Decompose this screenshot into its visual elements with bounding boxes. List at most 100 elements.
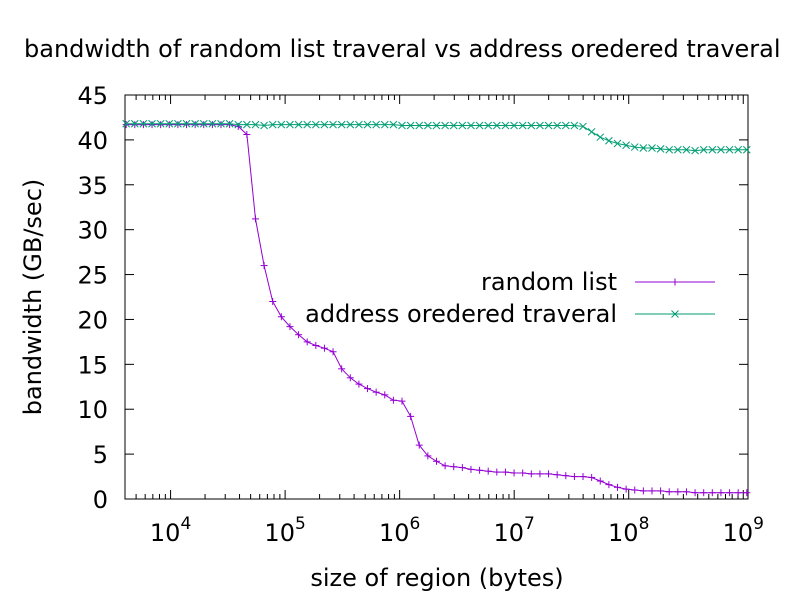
data-point <box>536 470 544 478</box>
legend-label: address oredered traveral <box>305 300 617 328</box>
x-tick-label: 105 <box>264 514 305 547</box>
data-point <box>389 396 397 404</box>
data-point <box>337 120 346 129</box>
data-point <box>165 119 174 128</box>
data-point <box>579 473 587 481</box>
data-point <box>476 466 484 474</box>
data-point <box>303 120 312 129</box>
y-tick-label: 20 <box>77 306 108 334</box>
data-point <box>200 121 208 129</box>
data-point <box>329 120 337 129</box>
data-point <box>148 121 156 129</box>
data-point <box>217 121 225 129</box>
x-tick-label: 109 <box>723 514 764 547</box>
data-point <box>346 120 355 129</box>
legend-marker <box>671 310 679 318</box>
data-point <box>691 489 699 497</box>
data-point <box>545 470 553 478</box>
series-layer <box>122 119 751 497</box>
data-point <box>467 121 475 130</box>
data-point <box>579 122 587 131</box>
x-axis-label: size of region (bytes) <box>310 564 563 592</box>
data-point <box>225 119 234 128</box>
y-tick-label: 45 <box>77 82 108 110</box>
data-point <box>381 391 389 399</box>
data-point <box>363 120 372 129</box>
data-point <box>588 473 596 481</box>
data-point <box>398 121 406 130</box>
data-point <box>415 441 423 449</box>
data-point <box>122 119 131 128</box>
data-point <box>268 120 277 129</box>
y-tick-label: 10 <box>77 396 108 424</box>
x-tick-exponent: 9 <box>753 514 764 534</box>
data-point <box>355 380 363 388</box>
data-point <box>208 121 216 129</box>
data-point <box>311 120 320 129</box>
data-point <box>191 121 199 129</box>
data-point <box>726 489 734 497</box>
x-tick-exponent: 7 <box>524 514 535 534</box>
data-point <box>622 485 630 493</box>
data-point <box>458 464 466 472</box>
data-point <box>338 365 346 373</box>
data-point <box>630 143 639 151</box>
data-point <box>148 119 156 128</box>
data-point <box>519 469 527 477</box>
data-point <box>708 489 716 497</box>
data-point <box>139 121 147 129</box>
data-point <box>131 121 139 129</box>
data-point <box>372 120 381 129</box>
y-tick-label: 40 <box>77 127 108 155</box>
x-tick-base: 10 <box>723 519 754 547</box>
data-point <box>355 120 363 129</box>
series-address-ordered <box>122 119 751 155</box>
data-point <box>665 145 674 154</box>
data-point <box>605 136 613 145</box>
y-axis-label: bandwidth (GB/sec) <box>19 179 47 416</box>
data-point <box>614 483 622 491</box>
y-tick-label: 15 <box>77 351 108 379</box>
data-point <box>260 121 268 130</box>
data-point <box>587 127 596 136</box>
data-point <box>493 468 501 476</box>
data-point <box>501 121 510 130</box>
data-point <box>243 120 251 129</box>
data-point <box>648 144 656 152</box>
x-tick-base: 10 <box>493 519 524 547</box>
x-tick-label: 107 <box>493 514 534 547</box>
data-point <box>510 121 518 130</box>
data-point <box>277 313 285 321</box>
data-point <box>682 145 691 154</box>
data-point <box>622 141 630 150</box>
data-point <box>277 120 286 129</box>
data-point <box>561 121 570 130</box>
data-point <box>691 146 699 155</box>
data-point <box>536 121 544 130</box>
x-axis: 104 105 106 107 108 109 <box>124 95 764 547</box>
y-axis: 0 5 10 15 20 25 30 35 40 45 <box>77 82 748 514</box>
legend-label: random list <box>481 268 617 296</box>
y-tick-label: 25 <box>77 262 108 290</box>
data-point <box>665 488 673 496</box>
y-tick-label: 0 <box>93 486 108 514</box>
data-point <box>251 215 259 223</box>
data-point <box>441 462 449 470</box>
data-point <box>570 121 579 130</box>
data-point <box>208 119 217 128</box>
data-point <box>510 469 518 477</box>
data-point <box>415 121 424 130</box>
data-point <box>191 119 199 128</box>
data-point <box>260 262 268 270</box>
chart-title: bandwidth of random list traveral vs add… <box>24 35 781 63</box>
data-point <box>346 374 354 382</box>
data-point <box>553 471 561 479</box>
data-point <box>130 119 139 128</box>
data-point <box>407 412 415 420</box>
x-tick-exponent: 4 <box>180 514 191 534</box>
data-point <box>398 397 406 405</box>
data-point <box>734 145 743 154</box>
data-point <box>648 487 656 495</box>
data-point <box>269 297 277 305</box>
